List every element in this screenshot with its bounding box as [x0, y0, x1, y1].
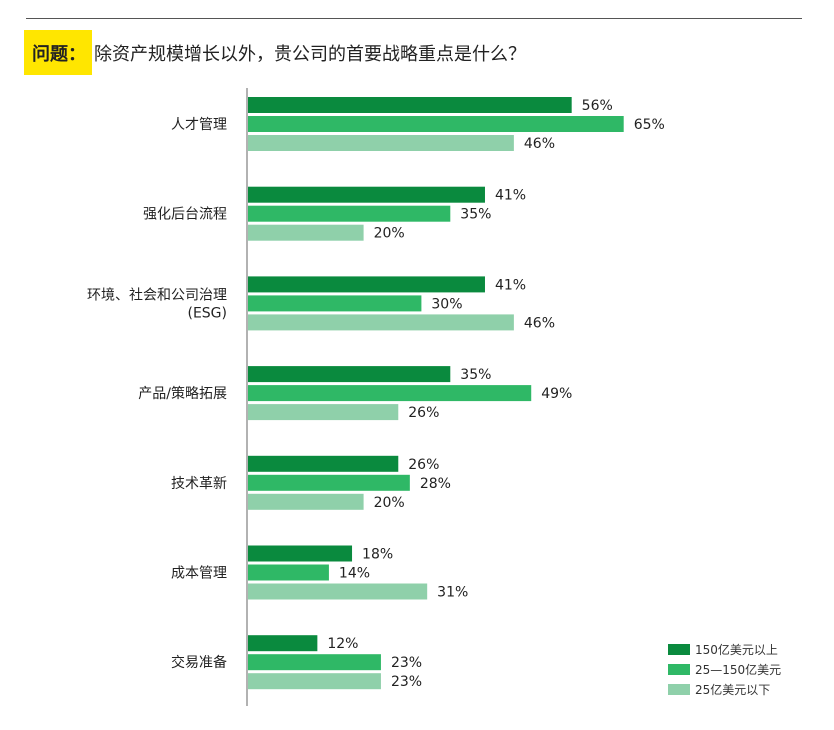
- category-label: 人才管理: [171, 117, 227, 133]
- category-label: 环境、社会和公司治理: [87, 287, 227, 303]
- bar-value-label: 18%: [362, 547, 393, 563]
- question-header: 问题： 除资产规模增长以外，贵公司的首要战略重点是什么？: [24, 30, 526, 75]
- bar: [248, 97, 572, 113]
- question-text: 除资产规模增长以外，贵公司的首要战略重点是什么？: [94, 43, 526, 65]
- bar-value-label: 23%: [391, 674, 422, 690]
- category-label: 强化后台流程: [143, 207, 227, 223]
- bar-value-label: 12%: [327, 636, 358, 652]
- bar: [248, 545, 353, 562]
- bar-value-label: 20%: [374, 495, 405, 511]
- bar: [248, 366, 451, 383]
- bar-value-label: 26%: [408, 405, 439, 421]
- bar: [248, 314, 514, 331]
- bar-value-label: 46%: [524, 315, 555, 331]
- bar: [248, 455, 399, 472]
- bar: [248, 276, 485, 293]
- bar-value-label: 41%: [495, 188, 526, 204]
- bar-value-label: 31%: [437, 585, 468, 601]
- bar: [248, 474, 410, 491]
- bar: [248, 654, 381, 671]
- bar-value-label: 30%: [431, 296, 462, 312]
- bar: [248, 205, 451, 222]
- bar-value-label: 26%: [408, 457, 439, 473]
- top-rule: [26, 18, 802, 19]
- category-label: (ESG): [187, 305, 227, 321]
- bar-value-label: 20%: [374, 226, 405, 242]
- bar-value-label: 49%: [541, 386, 572, 402]
- bar: [248, 116, 624, 132]
- bar-value-label: 41%: [495, 277, 526, 293]
- bar-value-label: 56%: [582, 98, 613, 114]
- bar: [248, 224, 364, 241]
- bar: [248, 673, 381, 690]
- bar: [248, 493, 364, 510]
- question-label: 问题：: [24, 30, 92, 75]
- bar-value-label: 35%: [460, 367, 491, 383]
- category-label: 交易准备: [171, 654, 227, 671]
- category-label: 成本管理: [171, 566, 227, 582]
- legend-label: 25—150亿美元: [695, 662, 781, 677]
- bar-value-label: 23%: [391, 655, 422, 671]
- bar: [248, 186, 485, 203]
- bar-value-label: 46%: [524, 136, 555, 152]
- legend-label: 150亿美元以上: [695, 642, 778, 657]
- bar-value-label: 65%: [634, 117, 665, 133]
- legend-label: 25亿美元以下: [695, 682, 770, 697]
- bar: [248, 635, 318, 652]
- legend-swatch: [668, 644, 690, 655]
- bar: [248, 385, 532, 402]
- bar-value-label: 28%: [420, 476, 451, 492]
- bar: [248, 564, 329, 581]
- bar-value-label: 14%: [339, 566, 370, 582]
- bar: [248, 135, 514, 151]
- bar: [248, 404, 399, 421]
- category-label: 产品/策略拓展: [138, 385, 227, 402]
- category-label: 技术革新: [171, 476, 227, 492]
- legend-swatch: [668, 684, 690, 695]
- bar-value-label: 35%: [460, 207, 491, 223]
- legend-swatch: [668, 664, 690, 675]
- bar: [248, 583, 428, 600]
- bar: [248, 295, 422, 312]
